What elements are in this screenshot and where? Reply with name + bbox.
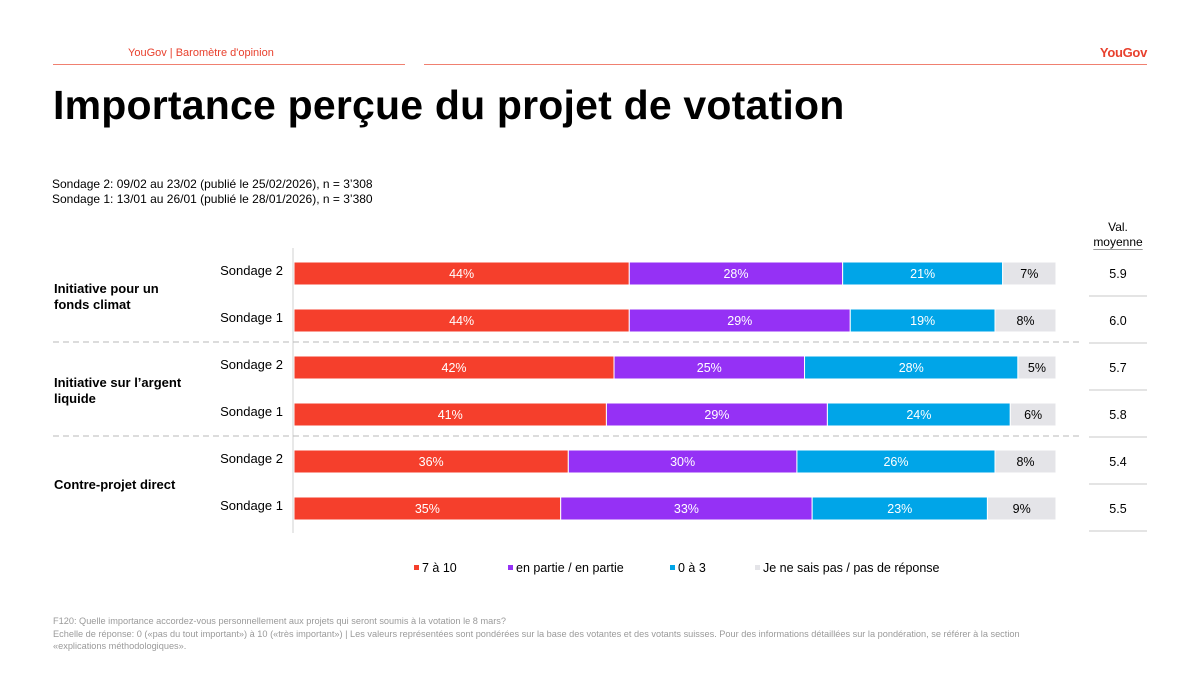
legend-label-low: 0 à 3 [678,561,706,575]
mean-value: 5.4 [1109,455,1126,469]
legend-item-high: 7 à 10 [414,561,457,575]
legend-item-dk: Je ne sais pas / pas de réponse [755,561,940,575]
mean-value: 5.9 [1109,267,1126,281]
bar-label-mid: 29% [727,314,752,328]
legend-swatch-mid [508,565,513,571]
sample-info-2: Sondage 2: 09/02 au 23/02 (publié le 25/… [52,177,373,191]
bar-label-mid: 30% [670,455,695,469]
row-label: Sondage 2 [220,451,283,466]
legend-item-mid: en partie / en partie [508,561,624,575]
bar-label-mid: 33% [674,502,699,516]
header-line-right [424,64,1147,65]
row-label: Sondage 1 [220,404,283,419]
header-line-left [53,64,405,65]
row-label: Sondage 2 [220,263,283,278]
bar-label-dk: 8% [1016,314,1034,328]
bar-label-high: 44% [449,267,474,281]
bar-label-dk: 5% [1028,361,1046,375]
row-label: Sondage 1 [220,310,283,325]
bar-label-high: 44% [449,314,474,328]
bar-label-dk: 7% [1020,267,1038,281]
bar-segment-dk [994,449,1057,474]
legend-swatch-high [414,565,419,571]
bar-segment-dk [1002,261,1057,286]
legend-label-dk: Je ne sais pas / pas de réponse [763,561,940,575]
legend-label-high: 7 à 10 [422,561,457,575]
legend-item-low: 0 à 3 [670,561,706,575]
bar-label-dk: 6% [1024,408,1042,422]
footnote: F120: Quelle importance accordez-vous pe… [53,615,1143,653]
row-label: Sondage 1 [220,498,283,513]
mean-value: 5.5 [1109,502,1126,516]
bar-label-dk: 8% [1016,455,1034,469]
footnote-line-3: «explications méthodologiques». [53,641,187,651]
bar-label-low: 21% [910,267,935,281]
group-label-2-line-2: liquide [54,391,96,406]
legend-label-mid: en partie / en partie [516,561,624,575]
bar-label-low: 23% [887,502,912,516]
sample-info-1: Sondage 1: 13/01 au 26/01 (publié le 28/… [52,192,373,206]
page-title: Importance perçue du projet de votation [53,82,845,128]
bar-label-high: 35% [415,502,440,516]
row-label: Sondage 2 [220,357,283,372]
mean-header-line-2: moyenne [1093,235,1143,249]
bar-label-mid: 25% [697,361,722,375]
bar-label-mid: 28% [723,267,748,281]
legend-swatch-dk [755,565,760,571]
group-label-1-line-2: fonds climat [54,297,131,312]
bar-label-low: 24% [906,408,931,422]
bar-label-low: 26% [883,455,908,469]
bar-segment-dk [994,308,1057,333]
group-label-3-line-1: Contre-projet direct [54,477,176,492]
mean-value: 6.0 [1109,314,1126,328]
bar-label-high: 42% [442,361,467,375]
bar-segment-dk [986,496,1057,521]
legend-swatch-low [670,565,675,571]
footnote-line-1: F120: Quelle importance accordez-vous pe… [53,616,506,626]
bar-label-low: 28% [899,361,924,375]
footnote-line-2: Echelle de réponse: 0 («pas du tout impo… [53,628,1020,639]
bar-label-high: 41% [438,408,463,422]
bar-label-high: 36% [419,455,444,469]
group-label-2-line-1: Initiative sur l’argent [54,375,182,390]
yougov-logo: YouGov [1099,45,1147,60]
mean-value: 5.8 [1109,408,1126,422]
header-source: YouGov | Baromètre d'opinion [128,47,274,59]
bar-segment-dk [1009,402,1057,427]
bar-label-mid: 29% [704,408,729,422]
bar-label-dk: 9% [1013,502,1031,516]
mean-value: 5.7 [1109,361,1126,375]
mean-header-line-1: Val. [1108,220,1128,234]
bar-segment-dk [1017,355,1057,380]
mean-column-header: Val. moyenne [1088,220,1148,250]
group-label-1-line-1: Initiative pour un [54,281,159,296]
bar-label-low: 19% [910,314,935,328]
